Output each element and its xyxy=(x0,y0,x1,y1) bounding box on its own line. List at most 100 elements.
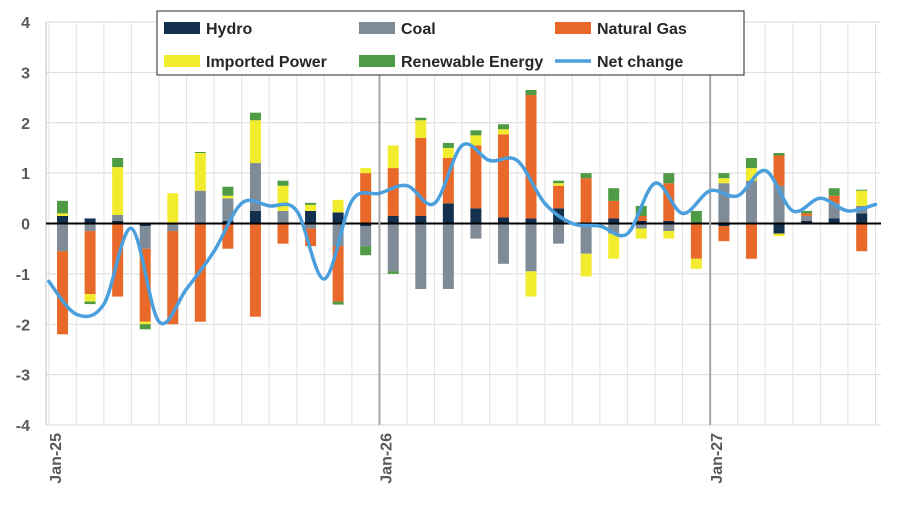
x-tick-label: Jan-25 xyxy=(48,433,65,484)
bar-coal xyxy=(553,223,565,244)
bar-renewable-energy xyxy=(387,271,399,274)
bar-renewable-energy xyxy=(360,246,372,256)
bar-coal xyxy=(84,223,96,232)
y-tick-label: -3 xyxy=(16,368,30,385)
net-change-line xyxy=(47,142,878,326)
bar-imported-power xyxy=(690,258,702,269)
bar-natural-gas xyxy=(525,95,537,219)
bar-natural-gas xyxy=(553,185,565,209)
bar-coal xyxy=(608,223,620,234)
legend: Hydro Coal Natural Gas Imported Power Renewa… xyxy=(156,10,745,76)
bar-hydro xyxy=(497,217,509,224)
bar-renewable-energy xyxy=(553,180,565,184)
bar-natural-gas xyxy=(635,215,647,221)
legend-label-renewable-energy: Renewable Energy xyxy=(401,54,543,71)
bar-coal xyxy=(470,223,482,239)
bar-renewable-energy xyxy=(608,188,620,201)
bar-imported-power xyxy=(305,204,317,211)
y-tick-label: 0 xyxy=(21,217,30,234)
y-tick-label: 1 xyxy=(21,166,30,183)
bar-natural-gas xyxy=(497,134,509,218)
bar-hydro xyxy=(663,220,675,224)
bar-renewable-energy xyxy=(442,142,454,148)
bar-imported-power xyxy=(277,185,289,211)
net-change-layer xyxy=(47,142,878,326)
bar-coal xyxy=(167,223,179,232)
bar-hydro xyxy=(57,215,69,224)
bar-renewable-energy xyxy=(57,200,69,214)
bar-natural-gas xyxy=(167,231,179,325)
bar-hydro xyxy=(718,223,730,227)
bar-renewable-energy xyxy=(332,301,344,305)
bar-imported-power xyxy=(332,199,344,213)
bar-hydro xyxy=(415,215,427,224)
bar-coal xyxy=(718,183,730,224)
bar-imported-power xyxy=(387,145,399,169)
bar-imported-power xyxy=(139,321,151,325)
bar-coal xyxy=(360,226,372,247)
bar-hydro xyxy=(387,215,399,224)
legend-box xyxy=(156,10,745,76)
bar-renewable-energy xyxy=(690,210,702,224)
y-tick-label: -2 xyxy=(16,317,30,334)
bar-hydro xyxy=(525,218,537,224)
legend-swatch-coal xyxy=(359,22,395,34)
bar-coal xyxy=(222,198,234,221)
x-tick-label: Jan-26 xyxy=(378,433,395,484)
bar-natural-gas xyxy=(387,168,399,216)
bar-imported-power xyxy=(415,120,427,138)
bar-coal xyxy=(635,223,647,229)
bar-renewable-energy xyxy=(745,158,757,169)
bar-hydro xyxy=(332,212,344,224)
bar-natural-gas xyxy=(305,228,317,247)
bar-natural-gas xyxy=(801,213,813,216)
bar-coal xyxy=(112,214,124,221)
bar-hydro xyxy=(84,218,96,224)
bar-natural-gas xyxy=(580,178,592,224)
bars-layer xyxy=(57,90,868,335)
legend-label-net-change: Net change xyxy=(597,54,683,71)
bar-renewable-energy xyxy=(497,124,509,130)
bar-renewable-energy xyxy=(194,151,206,153)
bar-coal xyxy=(497,223,509,264)
bar-coal xyxy=(387,223,399,272)
bar-renewable-energy xyxy=(222,186,234,196)
bar-renewable-energy xyxy=(773,152,785,156)
bar-renewable-energy xyxy=(718,173,730,179)
bar-imported-power xyxy=(470,135,482,146)
bar-hydro xyxy=(360,223,372,227)
bar-imported-power xyxy=(442,147,454,159)
bar-natural-gas xyxy=(470,145,482,209)
bar-coal xyxy=(745,180,757,224)
tick-labels-layer: 4 3 2 1 0 -1 -2 -3 -4 Jan-25 Jan-26 Jan-27 xyxy=(16,15,726,484)
bar-natural-gas xyxy=(442,158,454,204)
bar-imported-power xyxy=(856,190,868,206)
bar-imported-power xyxy=(745,168,757,181)
bar-coal xyxy=(663,223,675,232)
bar-natural-gas xyxy=(415,137,427,216)
y-tick-label: -1 xyxy=(16,267,30,284)
bar-renewable-energy xyxy=(856,189,868,191)
bar-renewable-energy xyxy=(663,173,675,184)
y-tick-label: 3 xyxy=(21,65,30,82)
legend-label-coal: Coal xyxy=(401,21,436,38)
legend-label-imported-power: Imported Power xyxy=(206,54,327,71)
bar-renewable-energy xyxy=(470,130,482,136)
bar-hydro xyxy=(305,210,317,224)
bar-imported-power xyxy=(167,193,179,224)
bar-imported-power xyxy=(497,129,509,135)
axes-layer xyxy=(45,22,881,425)
bar-hydro xyxy=(249,210,261,224)
x-tick-label: Jan-27 xyxy=(709,433,726,484)
bar-imported-power xyxy=(84,294,96,302)
bar-natural-gas xyxy=(828,195,840,204)
bar-hydro xyxy=(608,218,620,224)
legend-swatch-renewable-energy xyxy=(359,55,395,67)
bar-coal xyxy=(801,215,813,221)
legend-label-natural-gas: Natural Gas xyxy=(597,21,687,38)
bar-natural-gas xyxy=(773,155,785,186)
legend-swatch-hydro xyxy=(164,22,200,34)
bar-natural-gas xyxy=(745,223,757,259)
bar-imported-power xyxy=(360,168,372,174)
bar-hydro xyxy=(828,218,840,224)
